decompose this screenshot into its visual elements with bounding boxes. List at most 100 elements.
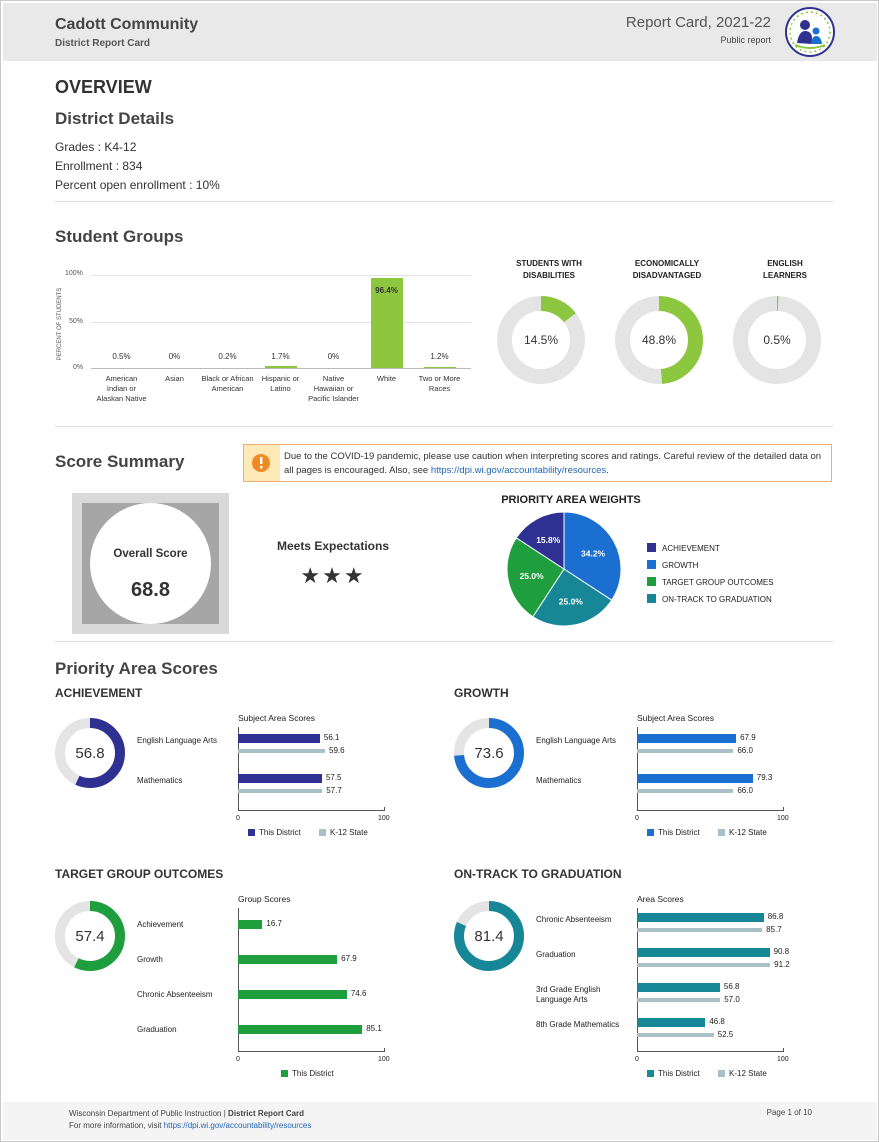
x-axis: [238, 1051, 384, 1052]
covid-alert: Due to the COVID-19 pandemic, please use…: [243, 444, 832, 482]
enrollment-row: Enrollment : 834: [55, 159, 142, 173]
axis-max: 100: [378, 1056, 390, 1063]
achievement-title: ACHIEVEMENT: [55, 686, 143, 700]
open-enrollment-row: Percent open enrollment : 10%: [55, 178, 220, 192]
score-ring: [454, 718, 524, 788]
score-ring: [55, 718, 125, 788]
donut-title-line: DISADVANTAGED: [632, 271, 702, 280]
axis-max: 100: [378, 815, 390, 822]
dpi-logo: [785, 7, 835, 57]
category-label-2: Black or African American: [200, 374, 256, 394]
ontrack-donut: 81.4: [454, 901, 524, 971]
growth-title: GROWTH: [454, 686, 509, 700]
alert-icon-box: [244, 445, 280, 481]
grades-value: K4-12: [104, 140, 137, 154]
x-tick: [783, 807, 784, 811]
footer-text: Wisconsin Department of Public Instructi…: [69, 1108, 311, 1132]
axis-max: 100: [777, 1056, 789, 1063]
donut-1: 48.8%: [615, 296, 703, 384]
legend-district-label: This District: [658, 1069, 700, 1078]
y-axis: [238, 727, 239, 810]
grades-row: Grades : K4-12: [55, 140, 136, 154]
footer: [3, 1102, 877, 1140]
growth-panel: GROWTH 73.6 Subject Area Scores 0 100 English…: [454, 684, 834, 849]
ontrack-state-bar: [637, 928, 763, 932]
legend-state-swatch: [718, 829, 725, 836]
y-axis: [637, 908, 638, 1051]
bar-6: [423, 366, 456, 368]
target-score: 57.4: [75, 928, 105, 945]
donut-0: 14.5%: [497, 296, 585, 384]
ontrack-district-bar: [637, 983, 720, 992]
donut-ring: [615, 296, 703, 384]
category-line: Two or More: [418, 374, 461, 383]
target-district-bar: [238, 990, 347, 999]
legend-district-label: This District: [292, 1069, 334, 1078]
score-summary-heading: Score Summary: [55, 452, 185, 471]
growth-state-value: 66.0: [737, 786, 753, 795]
footer-link[interactable]: https://dpi.wi.gov/accountability/resour…: [163, 1121, 312, 1130]
gridline: [91, 275, 471, 276]
student-groups-heading: Student Groups: [55, 227, 184, 246]
ontrack-title: ON-TRACK TO GRADUATION: [454, 867, 622, 881]
donut-title-1: ECONOMICALLY DISADVANTAGED: [607, 258, 727, 282]
priority-heading: Priority Area Scores: [55, 659, 218, 678]
donut-title-line: LEARNERS: [762, 271, 807, 280]
growth-district-bar: [637, 734, 737, 743]
ontrack-district-bar: [637, 913, 764, 922]
donut-arc: [497, 296, 585, 384]
ontrack-district-bar: [637, 1018, 706, 1027]
report-year: Report Card, 2021-22: [625, 14, 771, 31]
district-details-heading: District Details: [55, 109, 175, 128]
category-line: Indian or: [106, 384, 137, 393]
category-line: American: [211, 384, 244, 393]
ontrack-row-label: 3rd Grade English Language Arts: [536, 985, 601, 1004]
x-tick: [783, 1048, 784, 1052]
target-district-value: 85.1: [366, 1024, 382, 1033]
x-axis: [238, 810, 384, 811]
legend-district-swatch: [647, 829, 654, 836]
footer-org: Wisconsin Department of Public Instructi…: [69, 1109, 226, 1118]
achievement-score: 56.8: [75, 745, 105, 762]
ontrack-subtitle: Area Scores: [637, 894, 684, 904]
achievement-district-value: 57.5: [325, 773, 342, 782]
legend-district-swatch: [281, 1070, 288, 1077]
report-subtitle: District Report Card: [55, 38, 151, 49]
x-tick: [384, 807, 385, 811]
ontrack-panel: ON-TRACK TO GRADUATION 81.4 Area Scores 0 10…: [454, 865, 834, 1090]
pie-label: 25.0%: [559, 596, 584, 606]
category-line: Races: [428, 384, 451, 393]
divider: [55, 641, 833, 642]
category-label-5: White: [359, 374, 415, 384]
category-label-3: Hispanic or Latino: [253, 374, 309, 394]
bar-label-0: 0.5%: [112, 352, 131, 361]
growth-district-value: 79.3: [756, 773, 773, 782]
student-groups-chart: PERCENT OF STUDENTS 100% 50% 0% 0.5% Amer…: [51, 263, 471, 413]
alert-link[interactable]: https://dpi.wi.gov/accountability/resour…: [430, 464, 607, 476]
growth-district-value: 67.9: [740, 733, 756, 742]
category-label-0: American Indian or Alaskan Native: [94, 374, 150, 404]
achievement-row-label: Mathematics: [137, 776, 183, 785]
student-group-donuts: STUDENTS WITH DISABILITIES 14.5% ECONOMICAL…: [491, 256, 831, 396]
overall-score-label: Overall Score: [113, 548, 188, 560]
achievement-subtitle: Subject Area Scores: [238, 713, 316, 723]
legend-swatch: [647, 560, 656, 569]
bar-5: [370, 278, 403, 368]
growth-row-label: Mathematics: [536, 776, 582, 785]
donut-arc: [55, 718, 125, 788]
growth-score: 73.6: [474, 745, 504, 762]
legend-district-swatch: [647, 1070, 654, 1077]
growth-donut: 73.6: [454, 718, 524, 788]
target-district-bar: [238, 1025, 363, 1034]
footer-more: For more information, visit: [69, 1121, 164, 1130]
target-row-label: Growth: [137, 955, 163, 964]
page-header: Cadott Community District Report Card Re…: [3, 3, 877, 61]
legend-swatch: [647, 594, 656, 603]
category-line: Native: [322, 374, 345, 383]
achievement-state-bar: [238, 749, 326, 753]
category-line: Asian: [165, 374, 184, 383]
donut-arc: [454, 901, 524, 971]
growth-state-bar: [637, 789, 734, 793]
achievement-district-bar: [238, 734, 320, 743]
score-ring: [55, 901, 125, 971]
